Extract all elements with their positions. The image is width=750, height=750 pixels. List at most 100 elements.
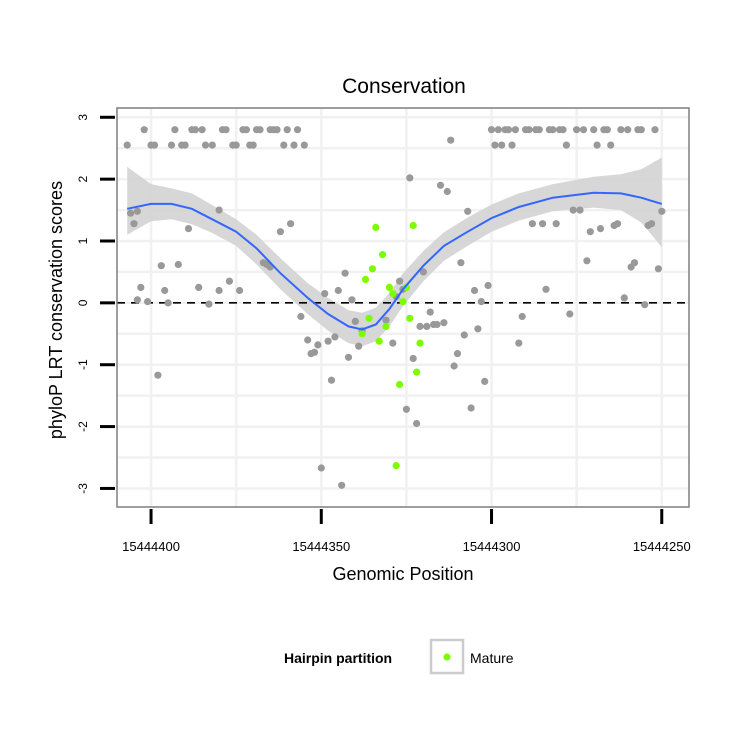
point-mature <box>406 314 414 322</box>
point-other <box>344 353 353 361</box>
point-other <box>419 268 427 276</box>
point-other <box>293 126 302 134</box>
point-other <box>515 339 523 347</box>
point-other <box>123 141 131 149</box>
point-other <box>150 141 159 149</box>
point-other <box>467 404 475 412</box>
point-other <box>133 207 141 215</box>
point-other <box>654 265 663 273</box>
point-other <box>324 337 332 345</box>
point-other <box>157 262 165 270</box>
point-other <box>426 308 434 316</box>
point-other <box>549 126 557 134</box>
legend: Hairpin partition Mature <box>284 638 514 675</box>
point-mature <box>389 290 397 298</box>
point-other <box>494 126 502 134</box>
point-mature <box>413 368 421 376</box>
point-mature <box>368 265 376 273</box>
point-other <box>181 141 189 149</box>
point-other <box>406 174 414 182</box>
confidence-band-area <box>127 157 662 347</box>
point-other <box>164 299 172 307</box>
point-other <box>525 126 533 134</box>
point-other <box>542 285 550 293</box>
smooth-curve-layer <box>126 191 663 331</box>
point-mature <box>402 283 410 291</box>
point-other <box>409 354 417 363</box>
point-other <box>433 320 441 329</box>
point-other <box>297 312 305 321</box>
point-other <box>300 141 308 149</box>
point-other <box>583 257 591 265</box>
point-other <box>276 228 284 236</box>
point-other <box>423 322 431 330</box>
point-other <box>348 296 356 304</box>
point-other <box>470 286 479 295</box>
point-other <box>338 481 346 489</box>
point-other <box>396 277 404 285</box>
point-other <box>613 220 622 228</box>
point-other <box>256 126 264 134</box>
point-other <box>607 141 615 149</box>
point-other <box>351 317 359 325</box>
x-tick-label: 15444250 <box>633 539 691 554</box>
point-other <box>630 259 639 267</box>
y-tick-label: -1 <box>76 359 90 370</box>
point-other <box>535 126 543 134</box>
point-other <box>651 126 659 134</box>
y-tick-label: 3 <box>76 114 90 121</box>
point-other <box>562 141 571 149</box>
point-other <box>310 348 319 356</box>
point-other <box>321 290 329 298</box>
point-other <box>273 126 281 134</box>
point-other <box>624 126 632 134</box>
point-other <box>504 126 513 134</box>
point-other <box>382 316 390 324</box>
point-other <box>304 336 312 344</box>
point-other <box>327 376 336 384</box>
point-other <box>464 207 472 215</box>
point-other <box>487 126 496 134</box>
point-other <box>593 141 601 149</box>
point-other <box>215 286 223 295</box>
point-other <box>620 294 628 302</box>
point-other <box>130 220 138 228</box>
plot-frame <box>116 107 690 508</box>
point-other <box>484 281 492 290</box>
point-mature <box>385 283 393 291</box>
point-other <box>215 206 223 214</box>
legend-key-frame <box>429 638 465 675</box>
point-other <box>154 371 162 379</box>
point-other <box>171 126 179 134</box>
point-other <box>167 141 176 149</box>
point-mature <box>409 221 417 230</box>
point-other <box>474 325 482 333</box>
point-other <box>280 141 288 149</box>
point-other <box>201 141 210 149</box>
point-other <box>573 126 581 134</box>
point-other <box>290 141 298 149</box>
point-other <box>498 141 506 149</box>
point-other <box>641 301 649 309</box>
point-other <box>450 362 458 370</box>
point-mature <box>416 339 424 347</box>
point-mature <box>379 251 387 259</box>
point-other <box>205 300 213 308</box>
point-mature <box>399 298 407 306</box>
point-other <box>440 319 448 327</box>
point-other <box>334 286 342 295</box>
point-other <box>283 126 291 134</box>
point-other <box>184 225 193 233</box>
point-other <box>144 298 152 306</box>
x-tick-label: 15444400 <box>122 539 180 554</box>
point-other <box>590 126 598 134</box>
point-other <box>127 209 135 217</box>
point-other <box>518 312 526 321</box>
point-other <box>287 220 295 228</box>
point-mature <box>372 223 380 231</box>
point-mature <box>375 337 383 345</box>
point-other <box>576 206 584 214</box>
point-other <box>569 206 577 214</box>
point-other <box>174 260 182 269</box>
confidence-band <box>127 157 662 347</box>
